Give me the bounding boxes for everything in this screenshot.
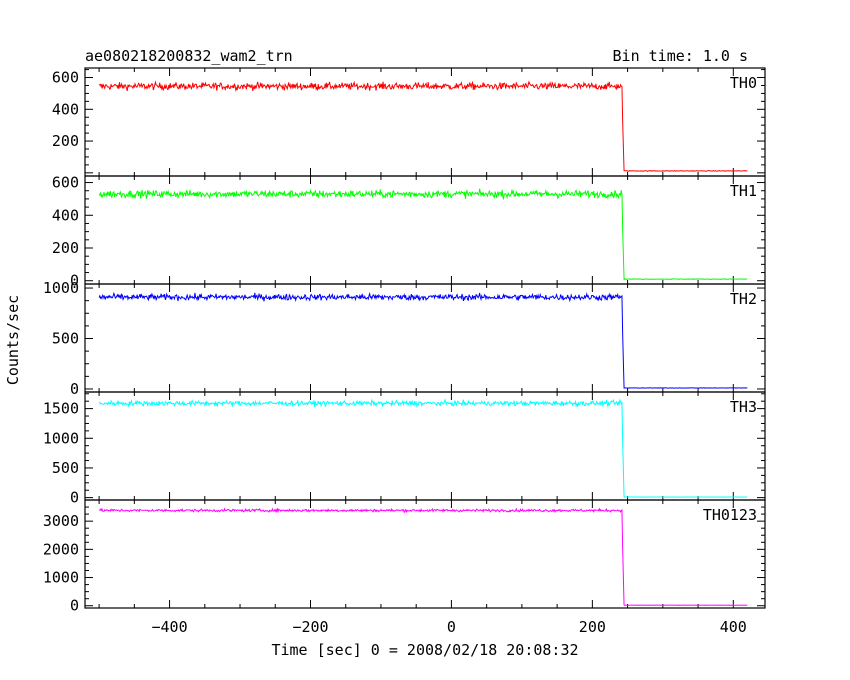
x-tick-label: −400 [151,618,187,636]
x-tick-label: 0 [447,618,456,636]
x-axis-label: Time [sec] 0 = 2008/02/18 20:08:32 [271,641,578,659]
x-tick-label: 200 [579,618,606,636]
series-line-th1 [98,188,748,281]
panel-th2: 0 500 1000 TH2 [43,279,766,398]
series-label: TH1 [730,182,757,200]
y-axis-label: Counts/sec [4,295,22,385]
series-line-th0123 [98,507,748,606]
panel-frame [84,67,766,177]
y-tick-label: 3000 [43,512,79,530]
panels: 200 400 600 TH0 0 200 400 600 TH1 0 500 1000 TH2 0 500… [43,67,766,615]
y-tick-label: 0 [70,380,79,398]
y-tick-label: 0 [70,272,79,290]
panel-th0: 200 400 600 TH0 [52,67,766,177]
panel-th1: 0 200 400 600 TH1 [52,174,766,290]
y-tick-label: 2000 [43,540,79,558]
y-tick-label: 600 [52,69,79,87]
y-tick-label: 1000 [43,429,79,447]
y-tick-label: 500 [52,330,79,348]
panel-frame [84,391,766,501]
x-tick-label: −200 [292,618,328,636]
series-line-th0 [98,80,748,172]
y-tick-label: 500 [52,459,79,477]
panel-frame [84,499,766,609]
y-tick-label: 400 [52,206,79,224]
bin-time-label: Bin time: 1.0 s [613,47,748,65]
series-line-th2 [98,291,748,389]
y-tick-label: 1500 [43,400,79,418]
panel-th3: 0 500 1000 1500 TH3 [43,391,766,507]
x-axis: −400 −200 0 200 400 [151,618,746,636]
y-tick-label: 0 [70,597,79,615]
series-line-th3 [98,398,748,498]
y-tick-label: 600 [52,174,79,192]
y-tick-label: 200 [52,239,79,257]
y-tick-label: 400 [52,100,79,118]
y-tick-label: 200 [52,132,79,150]
panel-th0123: 0 1000 2000 3000 TH0123 [43,499,766,615]
series-label: TH0 [730,74,757,92]
y-tick-label: 0 [70,489,79,507]
series-label: TH3 [730,398,757,416]
x-tick-label: 400 [720,618,747,636]
series-label: TH0123 [703,506,757,524]
series-label: TH2 [730,290,757,308]
chart-title: ae080218200832_wam2_trn [85,47,293,65]
panel-frame [84,283,766,393]
y-tick-label: 1000 [43,569,79,587]
y-tick-label: 1000 [43,279,79,297]
